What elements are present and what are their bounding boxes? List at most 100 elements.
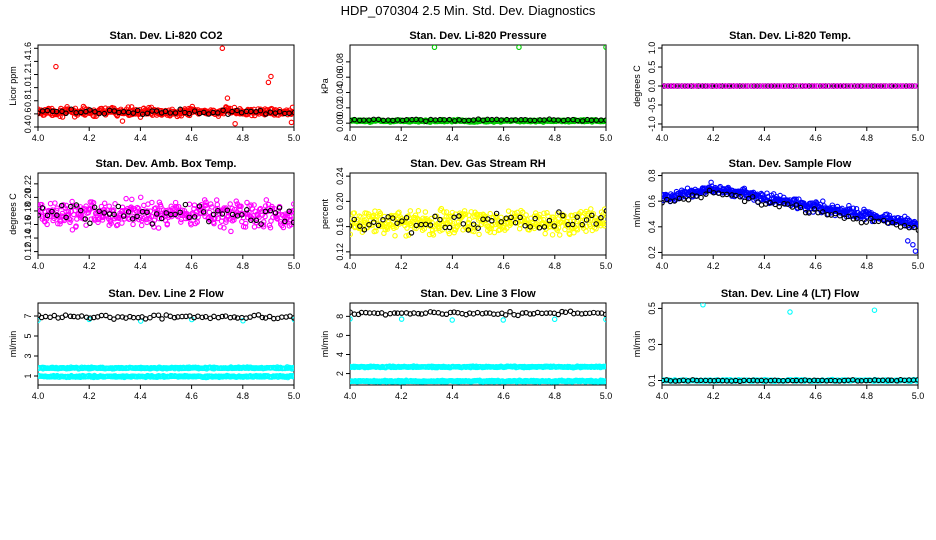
data-point <box>588 206 594 212</box>
data-point <box>120 213 127 219</box>
data-point <box>683 83 690 89</box>
plot-frame <box>349 172 607 256</box>
data-point <box>728 83 735 89</box>
data-point <box>508 214 514 221</box>
x-tick-label: 4.8 <box>861 261 874 271</box>
data-point <box>456 213 462 219</box>
data-point <box>447 309 454 316</box>
data-point <box>350 309 353 315</box>
data-point <box>82 216 89 222</box>
data-point <box>461 208 468 214</box>
data-point <box>92 216 98 223</box>
x-tick-label: 4.6 <box>809 261 822 271</box>
data-point <box>215 215 221 222</box>
x-tick-label: 5.0 <box>288 261 301 271</box>
data-point <box>202 313 209 320</box>
data-point <box>863 83 869 89</box>
data-point <box>387 310 393 317</box>
data-point <box>600 211 606 217</box>
data-point <box>49 208 55 215</box>
data-point <box>403 117 410 123</box>
data-point <box>382 312 389 318</box>
data-point-outlier <box>787 309 793 315</box>
data-point <box>375 222 382 229</box>
data-point <box>837 212 843 219</box>
x-tick-label: 4.2 <box>395 133 408 143</box>
data-point <box>69 198 75 205</box>
data-point <box>224 207 231 214</box>
data-point-outlier <box>910 242 916 248</box>
data-point <box>44 107 51 114</box>
y-tick-label: 0.08 <box>335 53 345 71</box>
data-point <box>287 216 293 223</box>
data-point <box>446 213 452 220</box>
data-point <box>101 210 108 216</box>
x-tick-label: 4.4 <box>758 261 771 271</box>
data-point <box>267 224 274 231</box>
data-point <box>915 227 918 233</box>
data-point <box>794 83 800 89</box>
y-tick-label: 2 <box>335 371 345 376</box>
data-points <box>38 45 294 127</box>
data-point <box>721 83 728 89</box>
data-point <box>868 215 874 222</box>
data-point <box>835 83 842 89</box>
data-point <box>569 213 576 219</box>
data-point <box>793 202 800 208</box>
data-point <box>351 116 358 123</box>
data-point <box>166 373 173 380</box>
data-point <box>798 83 804 89</box>
data-point <box>781 200 787 207</box>
data-point <box>811 377 817 384</box>
x-tick-label: 4.2 <box>395 261 408 271</box>
data-point <box>172 110 179 116</box>
data-point <box>52 200 58 206</box>
panel-title: Stan. Dev. Amb. Box Temp. <box>96 158 237 170</box>
data-point <box>222 313 229 319</box>
data-point <box>797 204 804 211</box>
data-point <box>239 212 245 218</box>
data-point <box>144 219 150 226</box>
data-point <box>559 308 565 315</box>
data-point <box>741 377 747 384</box>
data-point <box>579 221 585 228</box>
plot-frame <box>349 302 607 386</box>
data-point <box>498 117 505 123</box>
data-point <box>913 221 918 227</box>
data-point <box>115 203 122 210</box>
x-tick-label: 4.0 <box>344 261 357 271</box>
data-point <box>147 314 153 321</box>
data-point-outlier <box>700 303 706 308</box>
data-point <box>704 83 711 89</box>
data-point <box>542 230 548 237</box>
data-point <box>154 207 161 214</box>
data-point <box>87 315 93 321</box>
x-tick-label: 4.6 <box>497 133 510 143</box>
data-point <box>201 109 207 116</box>
data-point <box>391 310 398 316</box>
data-point <box>203 199 209 206</box>
panel-title: Stan. Dev. Gas Stream RH <box>410 158 546 170</box>
data-point <box>266 313 273 320</box>
data-point <box>574 227 581 233</box>
data-point <box>745 83 752 89</box>
y-axis-label: ml/min <box>632 331 642 358</box>
data-point <box>248 217 254 223</box>
data-point <box>404 225 410 231</box>
data-point <box>361 227 368 233</box>
data-point <box>441 209 447 215</box>
data-point <box>703 191 709 197</box>
data-point <box>574 214 580 220</box>
y-tick-label: 1.2 <box>23 68 33 81</box>
data-point <box>199 314 206 321</box>
data-point <box>593 221 599 227</box>
data-point <box>767 199 773 206</box>
data-point <box>399 218 405 224</box>
data-point <box>282 218 288 225</box>
data-point <box>427 222 434 228</box>
data-point <box>234 107 240 114</box>
data-point <box>59 210 66 217</box>
y-tick-label: 0.3 <box>647 338 657 351</box>
data-point <box>449 317 455 323</box>
data-point <box>427 309 434 315</box>
